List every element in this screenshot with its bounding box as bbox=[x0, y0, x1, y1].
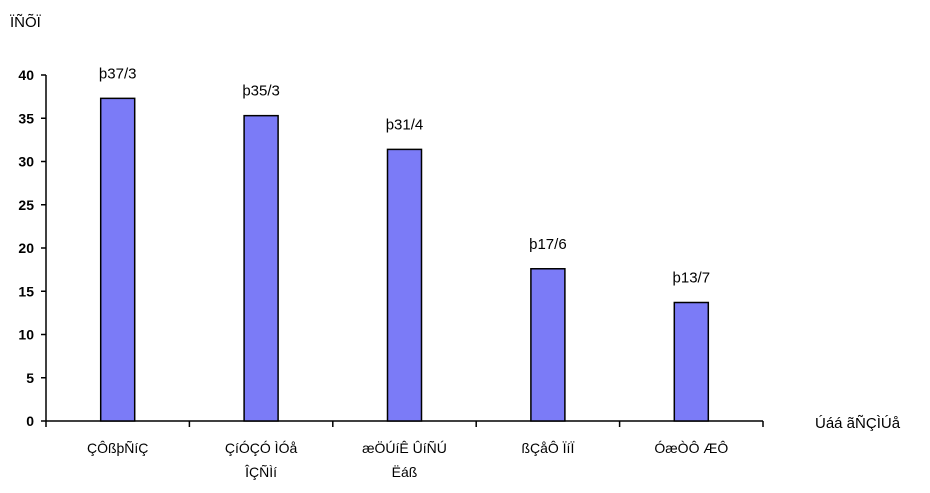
data-label: þ37/3 bbox=[99, 65, 137, 82]
data-label: þ17/6 bbox=[529, 236, 567, 253]
category-label: æÖÚíÊ ÛíÑÚ bbox=[362, 439, 447, 456]
y-tick-label: 35 bbox=[18, 110, 34, 126]
bar bbox=[673, 301, 710, 422]
y-tick-label: 25 bbox=[18, 197, 34, 213]
y-tick-label: 10 bbox=[18, 327, 34, 343]
y-axis-title: ÏÑÕÏ bbox=[10, 14, 42, 31]
category-label: ÎÇÑÌí bbox=[244, 464, 277, 480]
bar bbox=[243, 114, 279, 422]
y-tick-label: 40 bbox=[18, 67, 34, 83]
category-label: Ëáß bbox=[392, 464, 418, 480]
data-label: þ31/4 bbox=[386, 116, 424, 133]
data-label: þ35/3 bbox=[242, 83, 280, 100]
category-label: ÇíÓÇÓ ÌÓå bbox=[225, 440, 298, 456]
category-label: ßÇåÔ ÏíÏ bbox=[521, 440, 574, 456]
category-label: ÇÔßþÑíÇ bbox=[87, 440, 148, 456]
bar bbox=[530, 268, 566, 422]
data-label: þ13/7 bbox=[673, 269, 711, 286]
category-label: ÓæÒÔ ÆÔ bbox=[654, 440, 728, 456]
bar bbox=[99, 97, 136, 422]
y-tick-label: 0 bbox=[26, 413, 34, 429]
y-tick-label: 15 bbox=[18, 283, 34, 299]
bar bbox=[386, 148, 423, 422]
y-tick-label: 20 bbox=[18, 240, 34, 256]
x-axis-title: Úáá ãÑÇÌÚå bbox=[815, 415, 901, 432]
y-tick-label: 5 bbox=[26, 370, 34, 386]
plot-area: 0 5 10 15 20 25 30 35 40 þ37/3 ÇÔßþÑíÇ þ35/3 ÇíÓÇÓ Ì… bbox=[18, 65, 764, 480]
y-tick-label: 30 bbox=[18, 154, 34, 170]
